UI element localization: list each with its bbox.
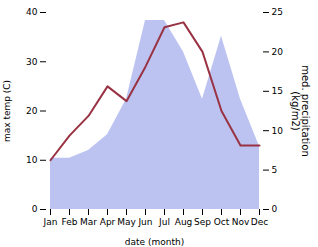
svg-text:10: 10 — [26, 155, 38, 165]
svg-text:0: 0 — [272, 204, 278, 214]
svg-text:Jan: Jan — [43, 217, 58, 227]
svg-text:Jul: Jul — [158, 217, 170, 227]
svg-text:med. precipitation(kg/m2): med. precipitation(kg/m2) — [290, 65, 311, 157]
svg-text:May: May — [117, 217, 136, 227]
svg-text:Dec: Dec — [251, 217, 268, 227]
svg-text:5: 5 — [272, 165, 278, 175]
svg-text:Sep: Sep — [194, 217, 211, 227]
svg-text:max temp (C): max temp (C) — [2, 80, 12, 142]
svg-text:date (month): date (month) — [125, 237, 184, 247]
svg-text:0: 0 — [32, 204, 38, 214]
svg-text:15: 15 — [272, 86, 283, 96]
svg-text:20: 20 — [272, 47, 284, 57]
svg-text:Apr: Apr — [100, 217, 116, 227]
svg-text:Aug: Aug — [175, 217, 193, 227]
svg-text:40: 40 — [26, 7, 38, 17]
svg-text:Mar: Mar — [80, 217, 97, 227]
svg-text:30: 30 — [26, 57, 38, 67]
svg-text:20: 20 — [26, 106, 38, 116]
svg-text:Feb: Feb — [62, 217, 78, 227]
svg-text:Nov: Nov — [232, 217, 250, 227]
svg-text:25: 25 — [272, 7, 283, 17]
svg-text:Oct: Oct — [214, 217, 230, 227]
svg-text:10: 10 — [272, 126, 284, 136]
svg-text:Jun: Jun — [137, 217, 152, 227]
